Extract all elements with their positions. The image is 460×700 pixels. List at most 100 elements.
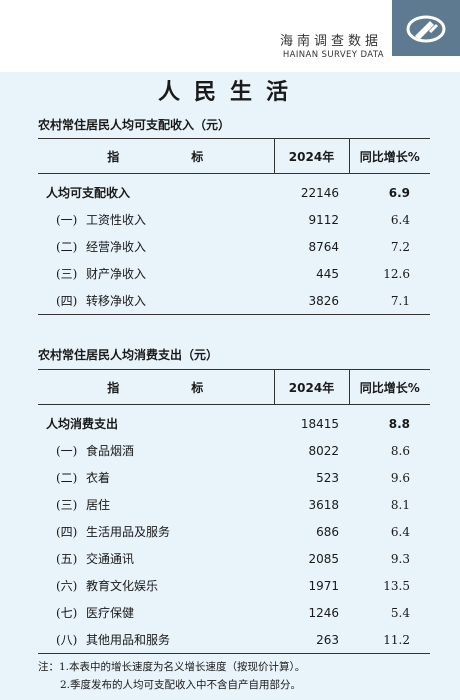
row-number: (二) (56, 471, 78, 485)
row-growth: 7.2 (390, 239, 410, 254)
row-value: 523 (316, 470, 339, 485)
hainan-survey-logo-icon (406, 15, 446, 43)
column-header-indicator: 指 标 (38, 369, 274, 405)
row-value: 8022 (308, 443, 339, 458)
row-label: 财产净收入 (86, 267, 147, 281)
table-row: (五) 交通通讯 2085 9.3 (38, 545, 430, 572)
table-row: (四) 转移净收入 3826 7.1 (38, 287, 430, 315)
row-growth: 6.4 (390, 524, 410, 539)
table-row: (七) 医疗保健 1246 5.4 (38, 599, 430, 626)
row-number: (一) (56, 213, 78, 227)
row-indicator: (三) 居住 (38, 491, 274, 518)
row-indicator: (四) 生活用品及服务 (38, 518, 274, 545)
table-row: (三) 财产净收入 445 12.6 (38, 260, 430, 287)
logo-box (392, 0, 460, 56)
row-label: 教育文化娱乐 (86, 579, 159, 593)
row-value: 3618 (308, 497, 339, 512)
row-value: 18415 (300, 416, 339, 431)
row-value: 686 (316, 524, 339, 539)
row-indicator: (四) 转移净收入 (38, 287, 274, 315)
footnote-1: 注：1.本表中的增长速度为名义增长速度（按现价计算）。 (38, 661, 306, 673)
row-value: 8764 (308, 239, 339, 254)
row-growth: 9.3 (390, 551, 410, 566)
row-value: 9112 (308, 212, 339, 227)
row-indicator: (三) 财产净收入 (38, 260, 274, 287)
row-value: 1971 (308, 578, 339, 593)
income-table-body: 人均可支配收入 22146 6.9 (一) 工资性收入 9112 6.4 (二) 经营净收入 87… (38, 174, 430, 315)
row-value: 3826 (274, 287, 349, 315)
row-label: 经营净收入 (86, 240, 147, 254)
row-label: 医疗保健 (86, 606, 135, 620)
table-row: (二) 经营净收入 8764 7.2 (38, 233, 430, 260)
header-title: 海南调查数据 (279, 34, 382, 49)
row-number: (三) (56, 498, 78, 512)
row-label: 其他用品和服务 (86, 633, 171, 647)
row-label: 人均消费支出 (46, 417, 119, 431)
row-indicator: (六) 教育文化娱乐 (38, 572, 274, 599)
income-table-caption: 农村常住居民人均可支配收入（元） (38, 118, 231, 132)
row-growth: 5.4 (390, 605, 410, 620)
row-growth: 11.2 (349, 626, 430, 654)
row-growth: 6.4 (390, 212, 410, 227)
row-indicator: 人均消费支出 (38, 405, 274, 438)
table-row: (六) 教育文化娱乐 1971 13.5 (38, 572, 430, 599)
table-row: (二) 衣着 523 9.6 (38, 464, 430, 491)
row-number: (一) (56, 444, 78, 458)
row-indicator: (七) 医疗保健 (38, 599, 274, 626)
expense-table-body: 人均消费支出 18415 8.8 (一) 食品烟酒 8022 8.6 (二) 衣着 523 9.6(… (38, 405, 430, 654)
row-indicator: (二) 经营净收入 (38, 233, 274, 260)
footnote-2: 2.季度发布的人均可支配收入中不含自产自用部分。 (60, 679, 302, 691)
row-indicator: (二) 衣着 (38, 464, 274, 491)
column-header-year: 2024年 (273, 369, 349, 405)
column-header-growth: 同比增长% (348, 369, 430, 405)
row-label: 食品烟酒 (86, 444, 135, 458)
row-label: 人均可支配收入 (46, 186, 131, 200)
table-row: (一) 工资性收入 9112 6.4 (38, 206, 430, 233)
table-row: (四) 生活用品及服务 686 6.4 (38, 518, 430, 545)
row-value: 263 (274, 626, 349, 654)
table-row: 人均消费支出 18415 8.8 (38, 405, 430, 438)
row-growth: 13.5 (383, 578, 410, 593)
row-number: (二) (56, 240, 78, 254)
row-value: 22146 (300, 185, 339, 200)
row-number: (四) (56, 294, 78, 308)
row-growth: 12.6 (383, 266, 410, 281)
footnotes: 注：1.本表中的增长速度为名义增长速度（按现价计算）。 2.季度发布的人均可支配… (38, 658, 305, 694)
row-value: 2085 (308, 551, 339, 566)
section-title: 人民生活 (157, 79, 302, 105)
column-header-year: 2024年 (273, 138, 349, 174)
row-growth: 8.8 (388, 416, 410, 431)
row-indicator: (八) 其他用品和服务 (38, 626, 274, 654)
row-number: (八) (56, 633, 78, 647)
column-header-indicator: 指 标 (38, 138, 274, 174)
header-subtitle: HAINAN SURVEY DATA (282, 50, 384, 60)
income-table: 指 标 2024年 同比增长% 人均可支配收入 22146 6.9 (一) 工资性收入 9… (38, 138, 430, 315)
row-label: 交通通讯 (86, 552, 135, 566)
row-indicator: (五) 交通通讯 (38, 545, 274, 572)
row-number: (七) (56, 606, 78, 620)
row-value: 445 (316, 266, 339, 281)
expense-table: 指 标 2024年 同比增长% 人均消费支出 18415 8.8 (一) 食品烟酒 802… (38, 369, 430, 654)
row-indicator: (一) 工资性收入 (38, 206, 274, 233)
table-row: (八) 其他用品和服务 263 11.2 (38, 626, 430, 654)
row-indicator: (一) 食品烟酒 (38, 437, 274, 464)
row-indicator: 人均可支配收入 (38, 174, 274, 207)
row-growth: 8.1 (390, 497, 410, 512)
row-number: (三) (56, 267, 78, 281)
row-value: 1246 (308, 605, 339, 620)
table-row: (一) 食品烟酒 8022 8.6 (38, 437, 430, 464)
row-label: 工资性收入 (86, 213, 147, 227)
row-label: 转移净收入 (86, 294, 147, 308)
table-row: (三) 居住 3618 8.1 (38, 491, 430, 518)
page-header: 海南调查数据 HAINAN SURVEY DATA (0, 0, 460, 72)
row-label: 衣着 (86, 471, 111, 485)
row-label: 居住 (86, 498, 111, 512)
row-growth: 7.1 (349, 287, 430, 315)
row-number: (四) (56, 525, 78, 539)
row-number: (五) (56, 552, 78, 566)
table-row: 人均可支配收入 22146 6.9 (38, 174, 430, 207)
row-growth: 8.6 (390, 443, 410, 458)
column-header-growth: 同比增长% (348, 138, 430, 174)
row-number: (六) (56, 579, 78, 593)
row-growth: 6.9 (388, 185, 410, 200)
